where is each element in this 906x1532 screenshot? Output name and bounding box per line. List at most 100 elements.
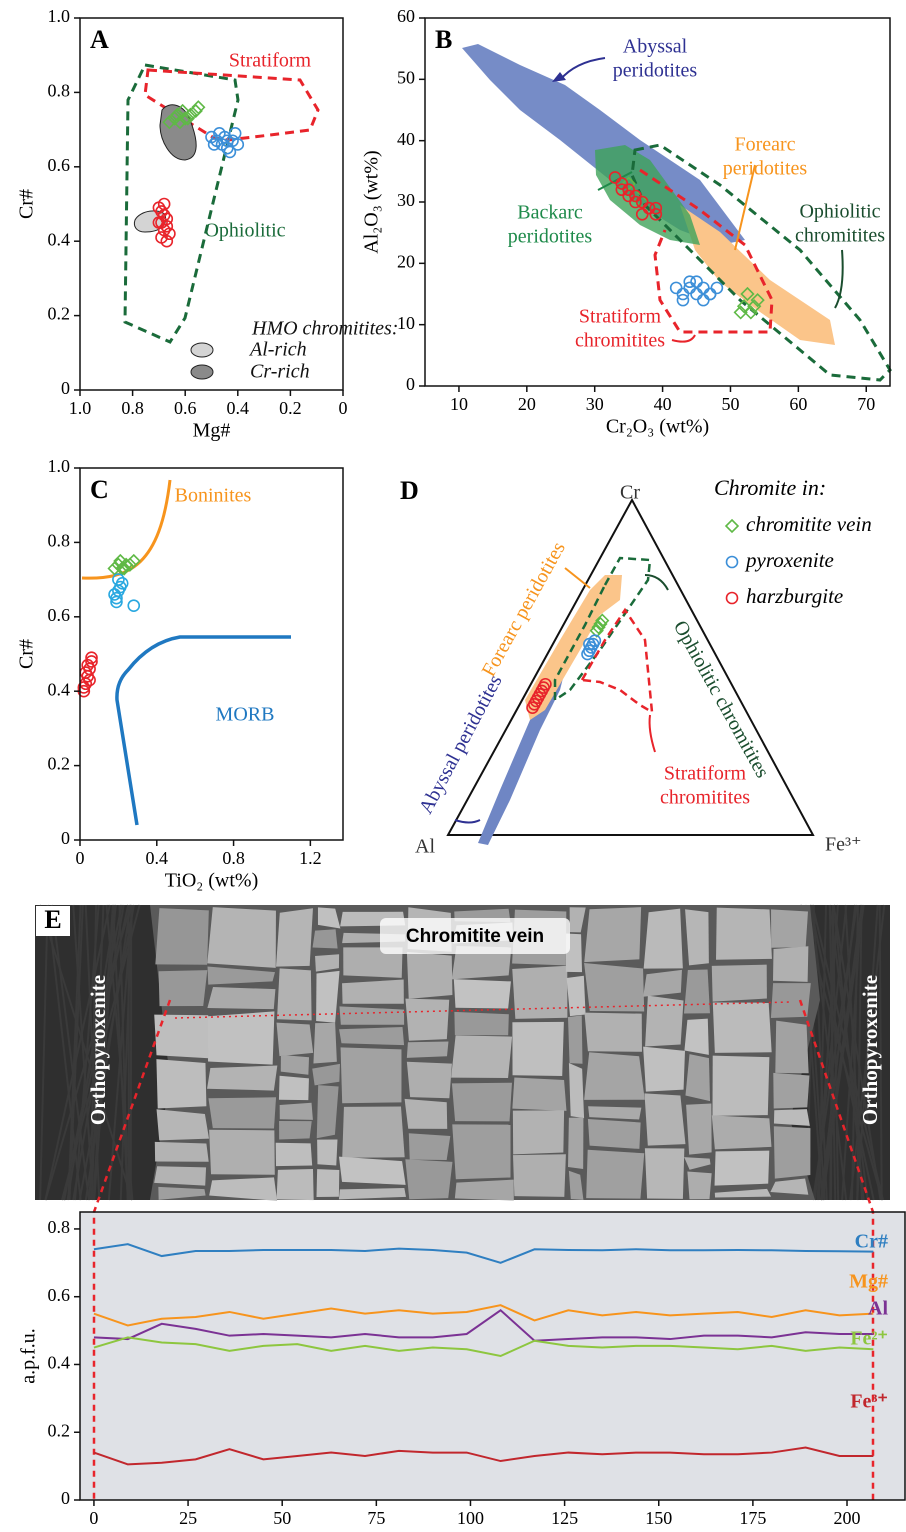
x-tick-label: 0.6 [174,398,197,418]
legend-label: harzburgite [746,584,843,608]
grain [512,1078,566,1111]
x-tick-label: 60 [789,394,807,414]
point [209,139,220,150]
point [705,289,716,300]
x-tick-label: 125 [551,1508,578,1528]
point [671,282,682,293]
grain [712,1115,772,1149]
x-tick-label: 0.4 [227,398,250,418]
grain [774,1126,811,1178]
point [698,295,709,306]
grain [584,907,641,962]
grain [568,1118,583,1169]
grain [712,1056,769,1116]
apex-label: Cr [620,482,640,504]
annotation: peridotites [508,226,593,248]
grain [513,1154,566,1197]
y-tick-label: 20 [397,251,415,271]
grain [451,1035,512,1078]
x-tick-label: 0 [76,848,85,868]
apex-label: Fe³⁺ [825,834,862,856]
grain [154,1166,206,1185]
panel-label: C [90,475,109,504]
x-tick-label: 1.2 [299,848,322,868]
grain [686,1104,712,1155]
grain [341,1047,402,1103]
y-axis-label: Cr# [16,189,38,219]
y-tick-label: 30 [397,190,415,210]
grain [156,1059,206,1108]
panel-label: B [435,25,452,54]
grain [588,1119,641,1149]
x-axis-label: Cr₂O₃ (wt%) [606,416,709,438]
x-tick-label: 175 [739,1508,766,1528]
y-tick-label: 0 [61,378,70,398]
grain [279,1121,312,1140]
al-rich-swatch [191,343,213,357]
apex-label: Al [415,836,435,858]
y-tick-label: 0.8 [48,81,71,101]
grain [687,1171,711,1199]
grain [513,1110,564,1154]
grain [317,1169,340,1197]
grain [584,1052,645,1100]
point [128,600,139,611]
grain [407,952,453,999]
x-tick-label: 150 [645,1508,672,1528]
grain [313,1023,336,1064]
grain [584,963,644,1011]
y-tick-label: 0.4 [48,229,71,249]
opx-streak [128,905,129,1200]
y-tick-label: 0 [61,828,70,848]
grain [773,1073,809,1109]
y-tick-label: 0.4 [48,679,71,699]
series-label: Mg# [849,1271,888,1293]
legend-marker [727,557,738,568]
x-tick-label: 100 [457,1508,484,1528]
grain [712,965,767,1002]
grain [452,1124,510,1179]
grain [454,979,511,1008]
grain [584,1013,641,1052]
grain [771,909,808,947]
plot-frame [80,468,343,840]
grain [276,1143,312,1166]
x-tick-label: 50 [721,394,739,414]
page: EChromitite veinOrthopyroxeniteOrthopyro… [0,0,906,1532]
grain [644,909,683,969]
grain [155,908,209,965]
grain [569,1063,584,1118]
y-axis-label: Al₂O₃ (wt%) [361,150,383,253]
point [691,289,702,300]
grain [452,1083,512,1122]
grain [568,1015,583,1063]
grain [207,907,276,968]
figure: EChromitite veinOrthopyroxeniteOrthopyro… [0,0,906,1532]
panel-label: A [90,25,109,54]
image-label: Chromitite vein [406,926,544,947]
annotation: chromitites [660,787,750,809]
series-label: Cr# [855,1231,888,1253]
annotation: Stratiform [229,50,312,72]
series-label: Al [868,1298,888,1320]
annotation: MORB [216,704,275,726]
y-tick-label: 0.4 [48,1353,71,1373]
x-tick-label: 0.2 [279,398,302,418]
y-tick-label: 10 [397,313,415,333]
grain [716,908,772,960]
y-tick-label: 1.0 [48,6,71,26]
y-tick-label: 0.8 [48,1217,71,1237]
grain [339,1006,404,1024]
annotation: Al-rich [248,339,307,361]
arrow [672,335,695,342]
grain [407,1062,452,1098]
x-tick-label: 1.0 [69,398,92,418]
x-tick-label: 200 [834,1508,861,1528]
arrow [560,58,605,80]
point [691,276,702,287]
y-tick-label: 0.6 [48,1285,71,1305]
grain [455,1180,514,1201]
grain [277,1169,314,1200]
x-tick-label: 0 [89,1508,98,1528]
grain [342,980,404,1004]
